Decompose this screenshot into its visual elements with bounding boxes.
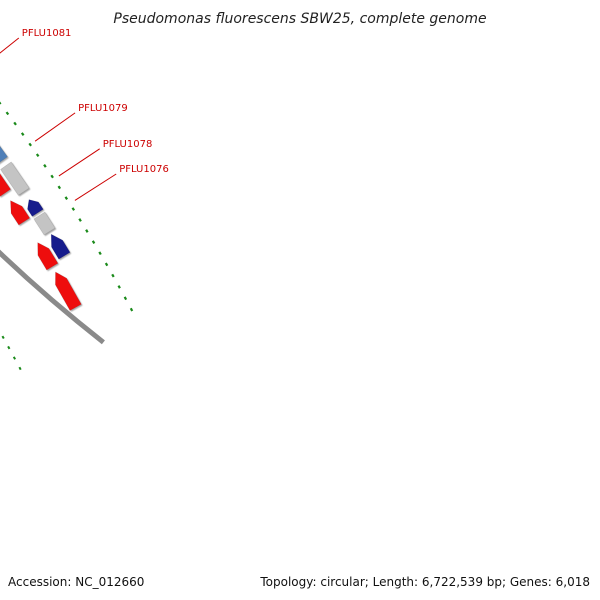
gene-feature bbox=[50, 233, 71, 260]
gene-label: PFLU1078 bbox=[103, 139, 153, 150]
gene-feature bbox=[37, 242, 59, 271]
gene-leader-line bbox=[58, 148, 100, 177]
ring-dot bbox=[104, 262, 109, 267]
feature-track bbox=[0, 145, 82, 311]
ring-dot bbox=[18, 366, 22, 371]
ring-dot bbox=[85, 229, 89, 233]
ring-dot bbox=[12, 356, 16, 360]
ring-dot bbox=[43, 163, 47, 168]
gene-label: PFLU1079 bbox=[78, 103, 128, 114]
map-title: Pseudomonas fluorescens SBW25, complete … bbox=[113, 11, 486, 27]
ring-dot bbox=[111, 273, 115, 278]
ring-dot bbox=[91, 240, 96, 244]
ring-dot bbox=[129, 307, 134, 312]
ring-dot bbox=[50, 174, 54, 179]
ring-dot bbox=[117, 285, 121, 289]
ring-dot bbox=[28, 142, 32, 147]
gene-feature bbox=[0, 173, 12, 197]
ring-dot bbox=[7, 345, 11, 350]
gene-feature bbox=[27, 199, 44, 217]
ring-dot bbox=[20, 132, 25, 136]
gene-label: PFLU1076 bbox=[119, 164, 169, 175]
ring-dot bbox=[64, 196, 69, 200]
topology-text: Topology: circular; Length: 6,722,539 bp… bbox=[260, 575, 590, 589]
outer-tick-ring bbox=[0, 101, 134, 312]
ring-dot bbox=[35, 153, 40, 158]
ring-dot bbox=[1, 335, 5, 340]
ring-dot bbox=[71, 207, 76, 211]
ring-dot bbox=[57, 185, 62, 190]
gene-leader-line bbox=[74, 173, 117, 201]
ring-dot bbox=[98, 251, 102, 256]
ring-dot bbox=[0, 101, 2, 105]
ring-dot bbox=[78, 218, 82, 222]
gene-label: PFLU1081 bbox=[22, 28, 72, 39]
gene-feature bbox=[0, 161, 30, 196]
ring-dot bbox=[123, 296, 128, 301]
ring-dot bbox=[5, 111, 10, 116]
gene-feature bbox=[55, 271, 82, 311]
gene-leader-line bbox=[34, 112, 76, 142]
accession-text: Accession: NC_012660 bbox=[8, 575, 145, 589]
gene-leader-line bbox=[0, 37, 20, 54]
gene-feature bbox=[10, 200, 31, 226]
gene-feature bbox=[33, 211, 56, 236]
genome-backbone bbox=[0, 249, 105, 345]
ring-dot bbox=[13, 121, 17, 126]
inner-tick-ring bbox=[1, 335, 22, 371]
gene-labels: PFLU1076PFLU1078PFLU1079PFLU1081PFLU1082… bbox=[0, 28, 169, 201]
gene-feature bbox=[0, 145, 8, 163]
